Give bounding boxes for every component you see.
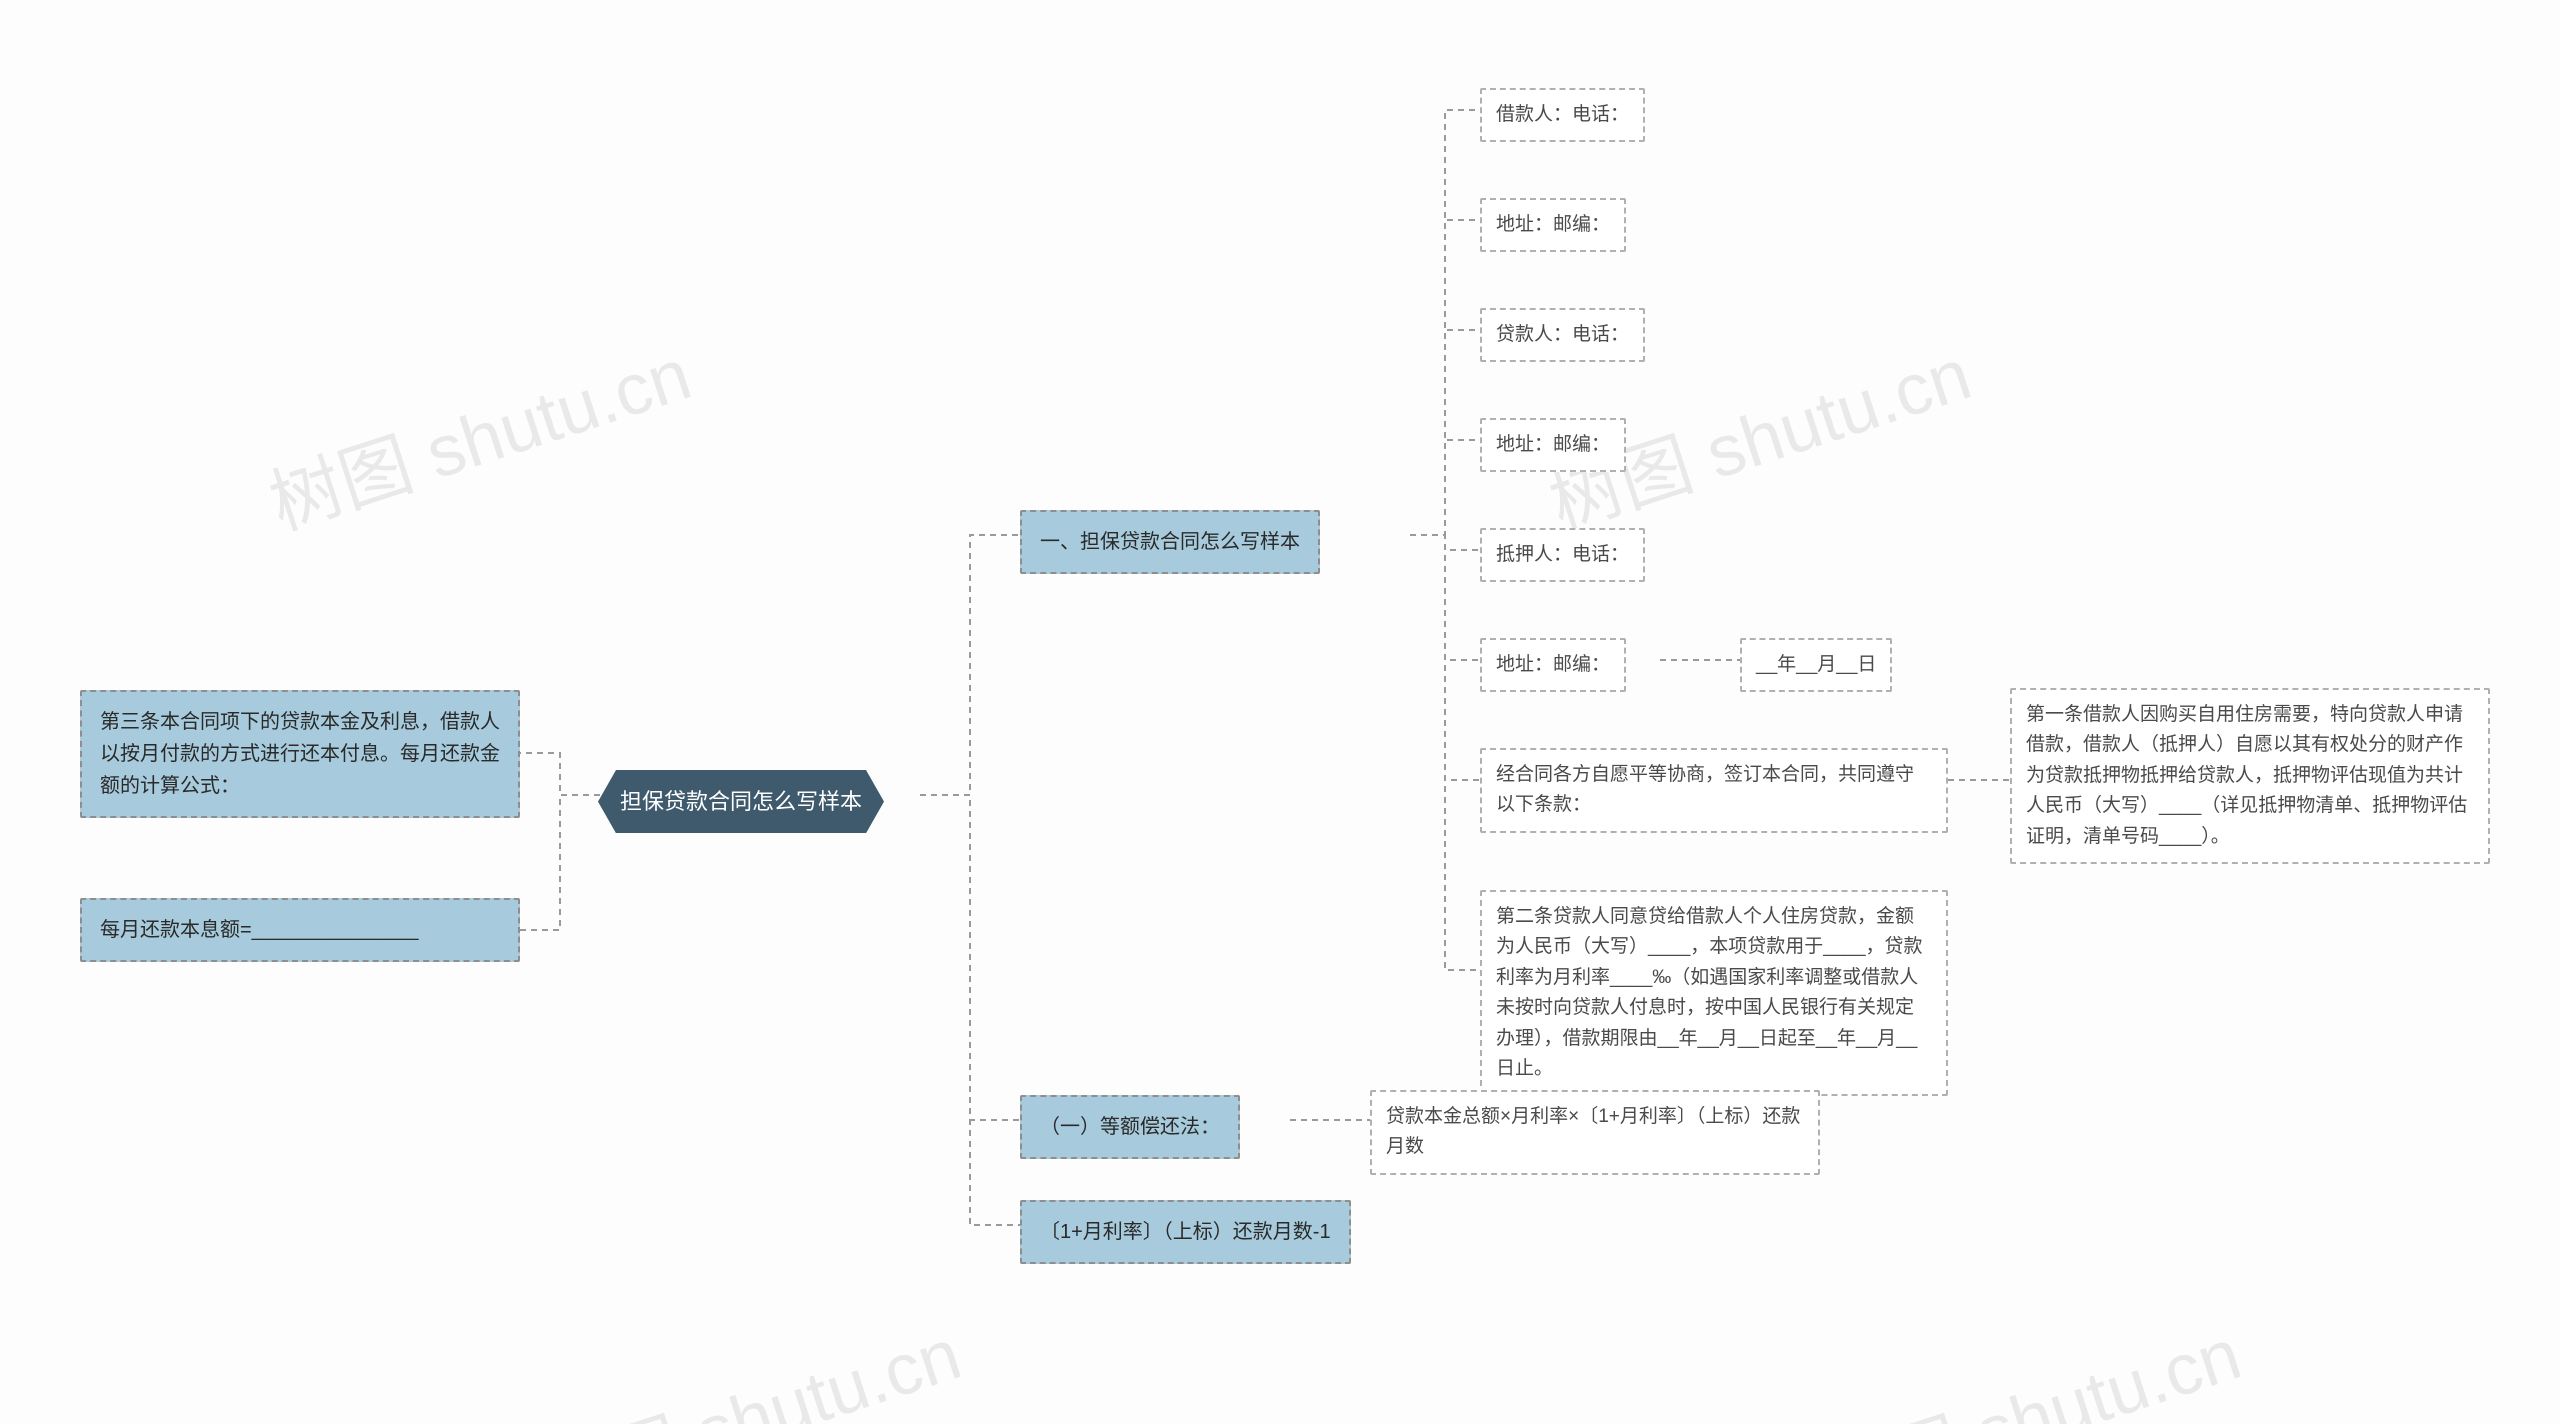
- watermark: 树图 shutu.cn: [1804, 1295, 2251, 1424]
- article-1: 第一条借款人因购买自用住房需要，特向贷款人申请借款，借款人（抵押人）自愿以其有权…: [2010, 688, 2490, 864]
- negotiation-clause: 经合同各方自愿平等协商，签订本合同，共同遵守以下条款：: [1480, 748, 1948, 833]
- watermark: 树图 shutu.cn: [254, 315, 701, 550]
- formula-line: 〔1+月利率〕（上标）还款月数-1: [1020, 1200, 1351, 1264]
- lender-phone: 贷款人：电话：: [1480, 308, 1645, 362]
- watermark: 树图 shutu.cn: [524, 1295, 971, 1424]
- mortgagor-phone: 抵押人：电话：: [1480, 528, 1645, 582]
- borrower-phone: 借款人：电话：: [1480, 88, 1645, 142]
- clause-3-node: 第三条本合同项下的贷款本金及利息，借款人以按月付款的方式进行还本付息。每月还款金…: [80, 690, 520, 818]
- section-1-title: 一、担保贷款合同怎么写样本: [1020, 510, 1320, 574]
- addr-postcode-2: 地址：邮编：: [1480, 418, 1626, 472]
- article-2: 第二条贷款人同意贷给借款人个人住房贷款，金额为人民币（大写）____，本项贷款用…: [1480, 890, 1948, 1096]
- method-a-title: （一）等额偿还法：: [1020, 1095, 1240, 1159]
- addr-postcode-1: 地址：邮编：: [1480, 198, 1626, 252]
- monthly-formula-node: 每月还款本息额=_______________: [80, 898, 520, 962]
- addr-postcode-3: 地址：邮编：: [1480, 638, 1626, 692]
- date-blank: __年__月__日: [1740, 638, 1892, 692]
- method-a-formula: 贷款本金总额×月利率×〔1+月利率〕（上标）还款月数: [1370, 1090, 1820, 1175]
- root-node: 担保贷款合同怎么写样本: [598, 770, 884, 833]
